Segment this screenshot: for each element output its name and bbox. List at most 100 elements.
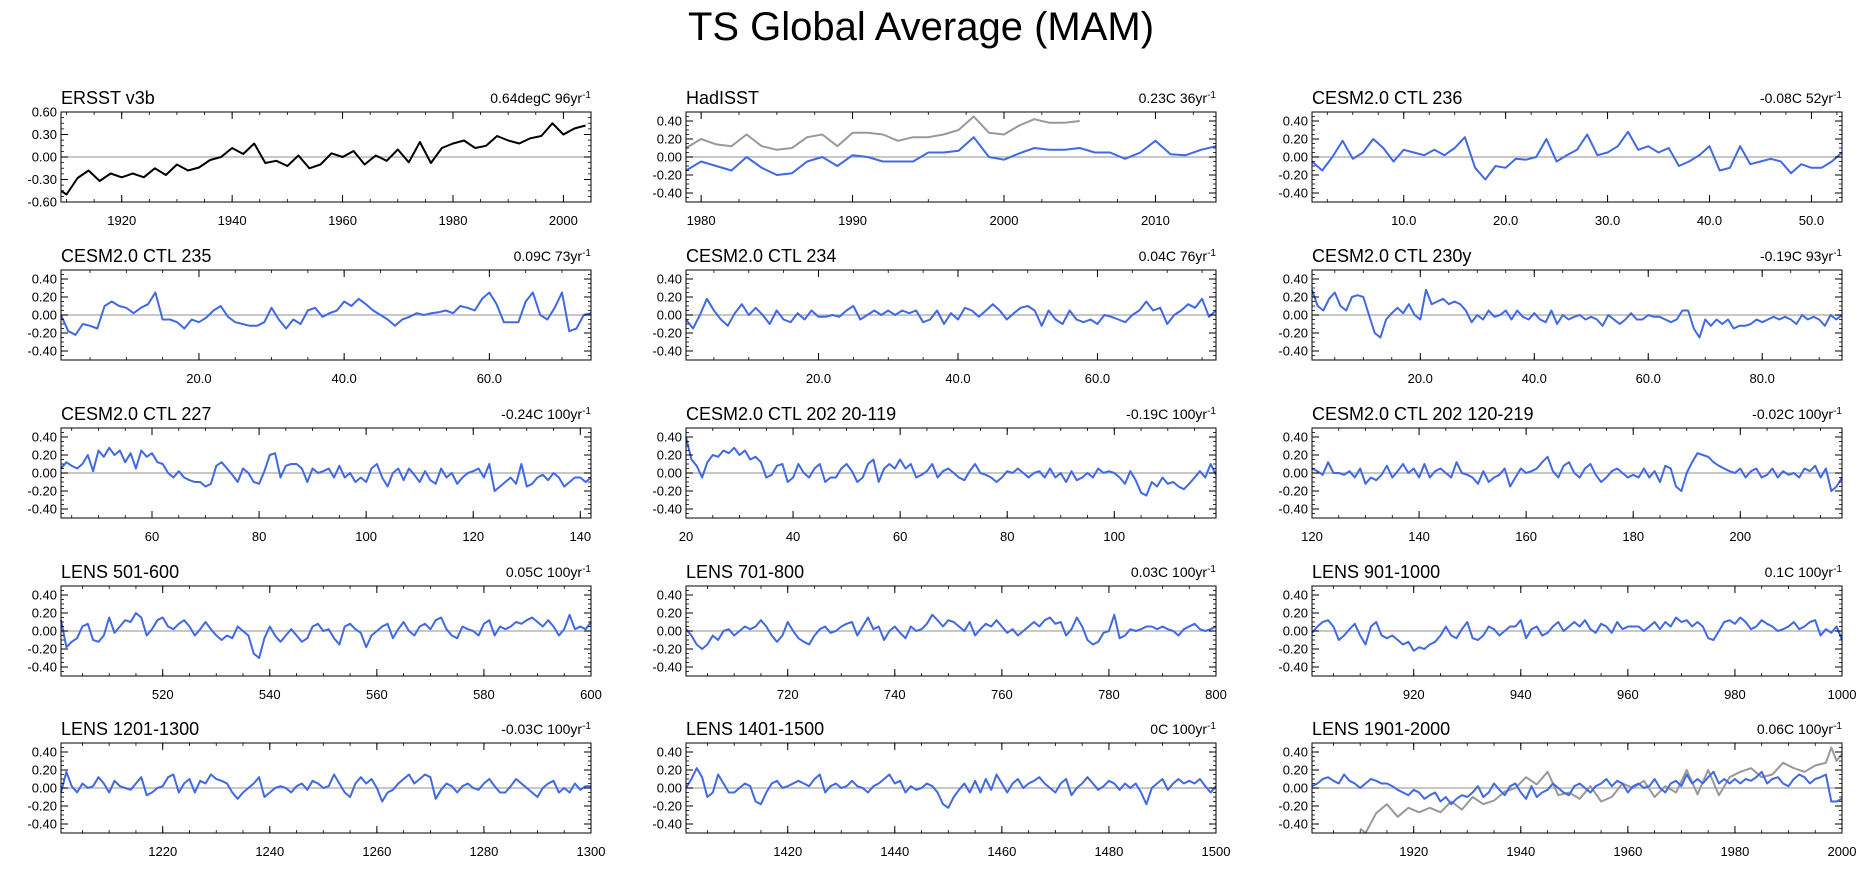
- xtick-label: 20.0: [1493, 213, 1518, 228]
- ytick-label: 0.20: [32, 606, 57, 621]
- ytick-label: -0.20: [27, 484, 57, 499]
- xtick-label: 100: [355, 529, 377, 544]
- ytick-label: -0.40: [1278, 502, 1308, 517]
- xtick-label: 1940: [218, 213, 247, 228]
- chart-panel-4: CESM2.0 CTL 234 0.04C 76yr-1 0.40 0.20 0.00 -…: [652, 246, 1217, 386]
- xtick-label: 40.0: [945, 371, 970, 386]
- xtick-label: 1000: [1828, 687, 1857, 702]
- xtick-label: 60.0: [1636, 371, 1661, 386]
- ytick-label: -0.20: [1278, 642, 1308, 657]
- trend-label: 0.09C 73yr-1: [514, 248, 592, 264]
- ytick-label: 0.20: [657, 606, 682, 621]
- ytick-label: -0.40: [1278, 817, 1308, 832]
- trend-label: -0.08C 52yr-1: [1760, 90, 1842, 106]
- xtick-label: 20.0: [806, 371, 831, 386]
- xtick-label: 200: [1729, 529, 1751, 544]
- panel-title: LENS 701-800: [686, 562, 804, 582]
- trend-label: 0.06C 100yr-1: [1757, 721, 1843, 737]
- xtick-label: 540: [259, 687, 281, 702]
- ytick-label: 0.00: [32, 624, 57, 639]
- xtick-label: 1960: [328, 213, 357, 228]
- xtick-label: 2000: [549, 213, 578, 228]
- xtick-label: 560: [366, 687, 388, 702]
- xtick-label: 20: [679, 529, 693, 544]
- ytick-label: 0.40: [1283, 272, 1308, 287]
- xtick-label: 60.0: [1085, 371, 1110, 386]
- ytick-label: 0.00: [32, 308, 57, 323]
- ytick-label: 0.20: [32, 763, 57, 778]
- chart-panel-8: CESM2.0 CTL 202 120-219 -0.02C 100yr-1 0.4…: [1278, 404, 1843, 544]
- xtick-label: 980: [1724, 687, 1746, 702]
- xtick-label: 940: [1510, 687, 1532, 702]
- panel-title: CESM2.0 CTL 202 20-119: [686, 404, 896, 424]
- ytick-label: 0.00: [657, 624, 682, 639]
- ytick-label: -0.20: [652, 484, 682, 499]
- trend-label: 0.04C 76yr-1: [1139, 248, 1217, 264]
- trend-label: -0.19C 100yr-1: [1126, 406, 1216, 422]
- xtick-label: 1980: [687, 213, 716, 228]
- chart-panel-11: LENS 901-1000 0.1C 100yr-1 0.40 0.20 0.00 -0.…: [1278, 562, 1856, 702]
- xtick-label: 60.0: [477, 371, 502, 386]
- xtick-label: 40: [786, 529, 800, 544]
- chart-panel-3: CESM2.0 CTL 235 0.09C 73yr-1 0.40 0.20 0.00 -…: [27, 246, 592, 386]
- ytick-label: -0.40: [27, 660, 57, 675]
- xtick-label: 1460: [987, 844, 1016, 859]
- trend-label: 0.05C 100yr-1: [506, 564, 592, 580]
- panel-title: CESM2.0 CTL 234: [686, 246, 836, 266]
- ytick-label: 0.00: [657, 150, 682, 165]
- ytick-label: 0.20: [1283, 448, 1308, 463]
- xtick-label: 780: [1098, 687, 1120, 702]
- xtick-label: 960: [1617, 687, 1639, 702]
- xtick-label: 1920: [107, 213, 136, 228]
- ytick-label: 0.00: [657, 466, 682, 481]
- ytick-label: -0.40: [27, 502, 57, 517]
- ytick-label: -0.40: [27, 817, 57, 832]
- xtick-label: 600: [580, 687, 602, 702]
- xtick-label: 1300: [577, 844, 606, 859]
- series-line-0: [1311, 452, 1843, 492]
- xtick-label: 1980: [439, 213, 468, 228]
- ytick-label: 0.00: [1283, 466, 1308, 481]
- trend-label: -0.19C 93yr-1: [1760, 248, 1842, 264]
- series-line-0: [60, 612, 592, 659]
- trend-label: -0.02C 100yr-1: [1752, 406, 1842, 422]
- ytick-label: 0.20: [657, 290, 682, 305]
- ytick-label: 0.30: [32, 127, 57, 142]
- ytick-label: 0.20: [32, 290, 57, 305]
- panel-title: HadISST: [686, 88, 759, 108]
- ytick-label: 0.00: [1283, 624, 1308, 639]
- xtick-label: 60: [893, 529, 907, 544]
- xtick-label: 1480: [1094, 844, 1123, 859]
- panel-title: CESM2.0 CTL 236: [1312, 88, 1462, 108]
- series-line-0: [1311, 130, 1843, 181]
- xtick-label: 100: [1103, 529, 1125, 544]
- chart-panel-5: CESM2.0 CTL 230y -0.19C 93yr-1 0.40 0.20 0.0…: [1278, 246, 1843, 386]
- xtick-label: 140: [1408, 529, 1430, 544]
- ytick-label: -0.40: [27, 344, 57, 359]
- ytick-label: 0.40: [657, 272, 682, 287]
- ytick-label: -0.30: [27, 172, 57, 187]
- ytick-label: -0.20: [1278, 799, 1308, 814]
- series-line-0: [60, 770, 591, 803]
- ytick-label: 0.40: [32, 430, 57, 445]
- ytick-label: -0.20: [1278, 168, 1308, 183]
- ytick-label: 0.20: [1283, 606, 1308, 621]
- trend-label: 0C 100yr-1: [1150, 721, 1216, 737]
- ytick-label: -0.20: [652, 168, 682, 183]
- xtick-label: 160: [1515, 529, 1537, 544]
- series-line-0: [60, 122, 586, 196]
- xtick-label: 1260: [362, 844, 391, 859]
- xtick-label: 180: [1622, 529, 1644, 544]
- chart-panel-10: LENS 701-800 0.03C 100yr-1 0.40 0.20 0.00 -0.…: [652, 562, 1226, 702]
- ytick-label: -0.40: [1278, 344, 1308, 359]
- panels: ERSST v3b 0.64degC 96yr-1 0.60 0.30 0.00 -0.3…: [27, 88, 1856, 859]
- chart-panel-2: CESM2.0 CTL 236 -0.08C 52yr-1 0.40 0.20 0.00…: [1278, 88, 1843, 228]
- xtick-label: 140: [569, 529, 591, 544]
- xtick-label: 40.0: [1522, 371, 1547, 386]
- xtick-label: 1420: [773, 844, 802, 859]
- panel-title: ERSST v3b: [61, 88, 155, 108]
- ytick-label: 0.20: [657, 132, 682, 147]
- series-line-0: [685, 767, 1217, 809]
- chart-panel-13: LENS 1401-1500 0C 100yr-1 0.40 0.20 0.00 -0.2…: [652, 719, 1230, 859]
- trend-label: 0.1C 100yr-1: [1765, 564, 1843, 580]
